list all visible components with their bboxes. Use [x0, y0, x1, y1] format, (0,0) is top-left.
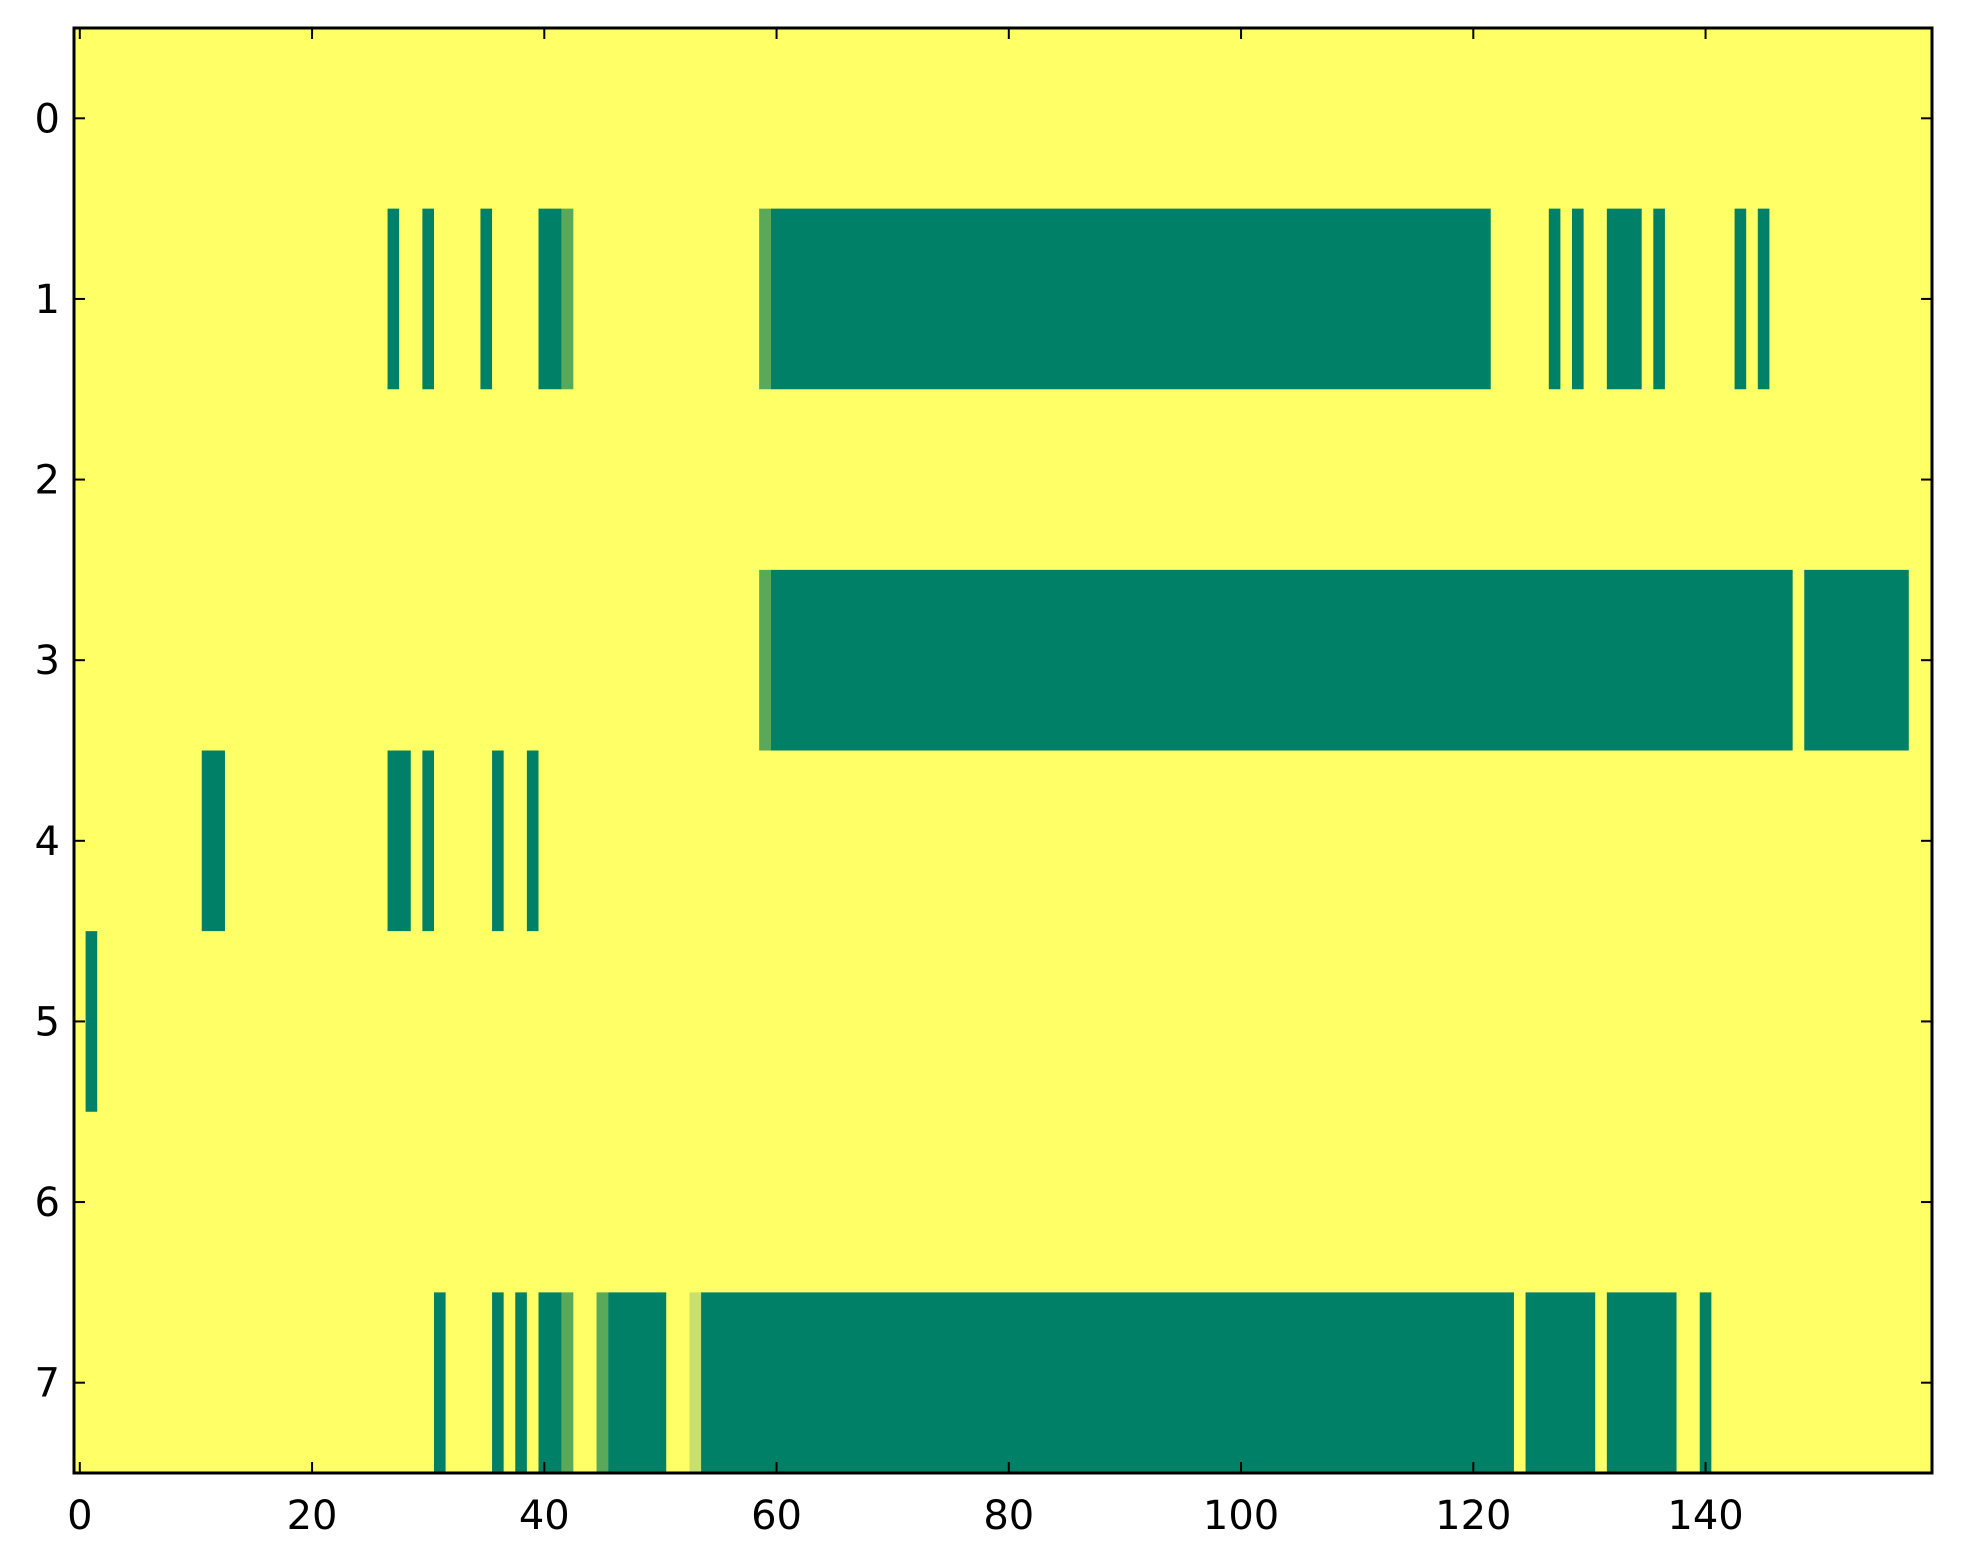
heatmap-cell-row-7-seg-3 — [538, 1292, 562, 1474]
heatmap-cell-row-3-seg-0 — [759, 569, 771, 751]
y-tick-label-0: 0 — [35, 96, 60, 142]
heatmap-cell-row-1-seg-7 — [1548, 208, 1561, 390]
heatmap-cell-row-4-seg-2 — [422, 750, 434, 932]
heatmap-cell-row-1-seg-12 — [1757, 208, 1770, 390]
x-tick-label-40: 40 — [519, 1493, 570, 1539]
heatmap-cell-row-7-seg-8 — [701, 1292, 1514, 1474]
x-tick-label-120: 120 — [1435, 1493, 1511, 1539]
y-tick-label-3: 3 — [35, 638, 60, 684]
plot-frame — [72, 26, 1934, 1475]
heatmap-cell-row-7-seg-9 — [1525, 1292, 1596, 1474]
heatmap-cell-row-7-seg-5 — [596, 1292, 609, 1474]
axis-tick-labels: 0 20 40 60 80 100 120 140 0 1 2 3 4 5 6 7 — [35, 96, 1744, 1539]
heatmap-cell-row-1-seg-3 — [538, 208, 562, 390]
heatmap-cell-row-4-seg-1 — [387, 750, 411, 932]
heatmap-cell-row-5-seg-0 — [85, 931, 98, 1112]
heatmap-cell-row-1-seg-4 — [561, 208, 574, 390]
axis-ticks — [74, 28, 1932, 1473]
x-tick-label-60: 60 — [751, 1493, 802, 1539]
x-tick-label-100: 100 — [1203, 1493, 1279, 1539]
heatmap-cell-row-3-seg-2 — [1804, 569, 1909, 751]
heatmap-cell-row-1-seg-2 — [480, 208, 493, 390]
x-tick-label-20: 20 — [287, 1493, 338, 1539]
heatmap-cell-row-3-seg-1 — [770, 569, 1793, 751]
y-tick-label-7: 7 — [35, 1361, 60, 1407]
heatmap-cell-row-1-seg-1 — [422, 208, 434, 390]
x-tick-label-0: 0 — [67, 1493, 92, 1539]
y-tick-label-4: 4 — [35, 819, 60, 865]
heatmap-cell-row-7-seg-6 — [608, 1292, 667, 1474]
y-tick-label-1: 1 — [35, 277, 60, 323]
heatmap-cell-row-4-seg-4 — [526, 750, 539, 932]
heatmap-cell-row-1-seg-9 — [1606, 208, 1642, 390]
heatmap-cells — [85, 208, 1909, 1474]
heatmap-cell-row-1-seg-5 — [759, 208, 771, 390]
heatmap-cell-row-1-seg-10 — [1653, 208, 1665, 390]
heatmap-cell-row-1-seg-0 — [387, 208, 400, 390]
heatmap-cell-row-1-seg-8 — [1572, 208, 1584, 390]
y-tick-label-5: 5 — [35, 999, 60, 1045]
y-tick-label-2: 2 — [35, 458, 60, 504]
heatmap-cell-row-1-seg-11 — [1734, 208, 1747, 390]
heatmap-cell-row-4-seg-3 — [492, 750, 504, 932]
heatmap-cell-row-1-seg-6 — [770, 208, 1491, 390]
heatmap-cell-row-7-seg-1 — [492, 1292, 504, 1474]
x-tick-label-80: 80 — [983, 1493, 1034, 1539]
heatmap-cell-row-7-seg-10 — [1606, 1292, 1677, 1474]
heatmap-cell-row-7-seg-2 — [515, 1292, 527, 1474]
heatmap-cell-row-7-seg-11 — [1699, 1292, 1712, 1474]
heatmap-cell-row-7-seg-7 — [689, 1292, 702, 1474]
y-tick-label-6: 6 — [35, 1180, 60, 1226]
heatmap-cell-row-4-seg-0 — [201, 750, 225, 932]
heatmap-cell-row-7-seg-0 — [433, 1292, 446, 1474]
heatmap-cell-row-7-seg-4 — [561, 1292, 574, 1474]
x-tick-label-140: 140 — [1667, 1493, 1743, 1539]
